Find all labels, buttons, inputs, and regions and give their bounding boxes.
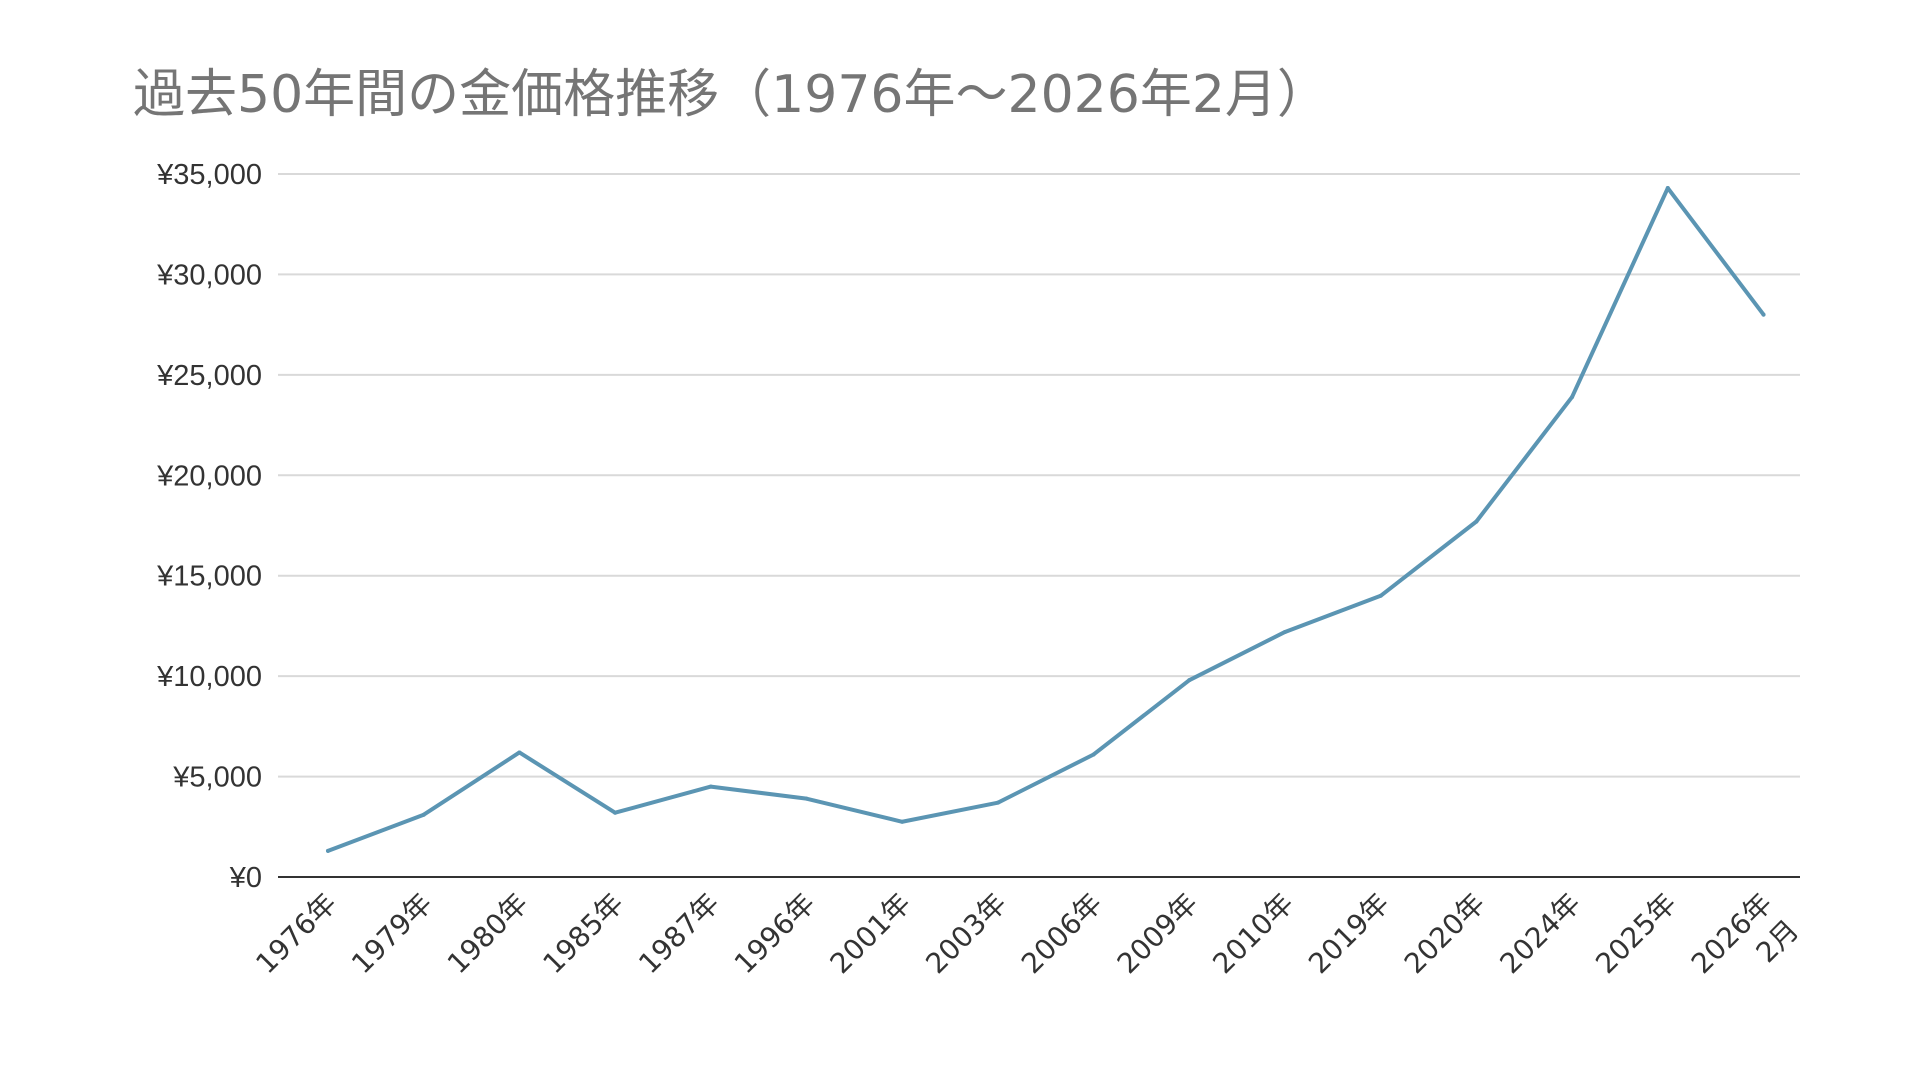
x-tick-label-line: 1979年 [345, 887, 439, 981]
x-tick-label: 1985年 [537, 887, 631, 981]
data-point [804, 796, 809, 801]
x-tick-label: 2025年 [1589, 887, 1683, 981]
y-tick-label: ¥30,000 [156, 259, 262, 291]
series-layer [326, 186, 1766, 853]
x-tick-label-line: 1976年 [249, 887, 343, 981]
x-tick-label-line: 1996年 [728, 887, 822, 981]
x-tick-label: 2003年 [919, 887, 1013, 981]
data-point [995, 800, 1000, 805]
x-tick-label-line: 2001年 [824, 887, 918, 981]
x-tick-label-line: 2020年 [1398, 887, 1492, 981]
y-tick-label: ¥10,000 [156, 661, 262, 693]
x-tick-label-line: 1987年 [632, 887, 726, 981]
x-tick-label: 2006年 [1015, 887, 1109, 981]
x-tick-label-line: 2003年 [919, 887, 1013, 981]
x-tick-label: 2024年 [1494, 887, 1588, 981]
data-point [1091, 752, 1096, 757]
x-tick-label: 2001年 [824, 887, 918, 981]
x-tick-label: 1996年 [728, 887, 822, 981]
x-tick-label: 1987年 [632, 887, 726, 981]
y-tick-label: ¥35,000 [156, 159, 262, 191]
data-point [708, 784, 713, 789]
data-point [1570, 394, 1575, 399]
x-tick-label: 2026年2月 [1685, 887, 1805, 1007]
y-tick-label: ¥15,000 [156, 561, 262, 593]
data-point [1761, 312, 1766, 317]
y-tick-label: ¥20,000 [156, 460, 262, 492]
data-point [1378, 593, 1383, 598]
data-point [1474, 519, 1479, 524]
y-tick-label: ¥25,000 [156, 360, 262, 392]
x-tick-label: 2019年 [1302, 887, 1396, 981]
data-point [900, 819, 905, 824]
data-point [517, 750, 522, 755]
x-tick-label-line: 2019年 [1302, 887, 1396, 981]
y-tick-label: ¥0 [229, 862, 262, 894]
x-tick-label-line: 1985年 [537, 887, 631, 981]
x-tick-label-line: 2006年 [1015, 887, 1109, 981]
x-tick-label-line: 2024年 [1494, 887, 1588, 981]
x-tick-label: 1979年 [345, 887, 439, 981]
x-axis-ticks: 1976年 1979年 1980年 1985年 1987年 1996年 2001年 2003年… [249, 887, 1805, 1007]
series-line [326, 186, 1766, 853]
x-tick-label-line: 1980年 [441, 887, 535, 981]
x-tick-label: 1976年 [249, 887, 343, 981]
x-tick-label-line: 2009年 [1111, 887, 1205, 981]
y-tick-label: ¥5,000 [172, 762, 262, 794]
chart-title: 過去50年間の金価格推移（1976年～2026年2月） [133, 65, 1329, 125]
x-tick-label: 2020年 [1398, 887, 1492, 981]
data-point [1283, 629, 1287, 634]
data-point [1187, 678, 1192, 683]
x-tick-label: 1980年 [441, 887, 535, 981]
y-axis-ticks: ¥0 ¥5,000 ¥10,000 ¥15,000 ¥20,000 ¥25,000 ¥30,… [156, 159, 262, 894]
x-tick-label: 2010年 [1206, 887, 1300, 981]
data-point [1665, 186, 1670, 191]
x-tick-label-line: 2010年 [1206, 887, 1300, 981]
data-point [613, 810, 618, 815]
x-tick-label: 2009年 [1111, 887, 1205, 981]
gridlines [278, 173, 1800, 778]
x-tick-label-line: 2025年 [1589, 887, 1683, 981]
data-point [326, 848, 330, 853]
data-point [421, 812, 426, 817]
